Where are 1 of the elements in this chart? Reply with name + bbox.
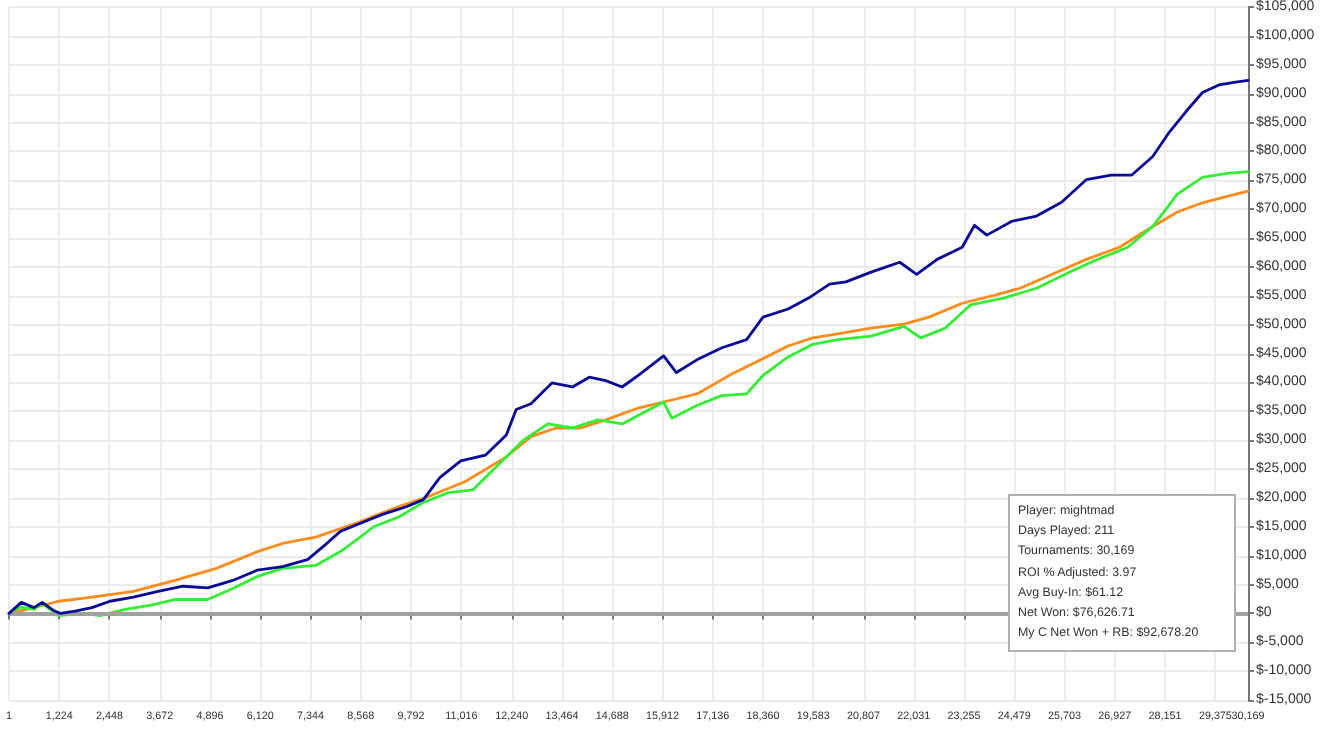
line-series: [7, 78, 1250, 615]
